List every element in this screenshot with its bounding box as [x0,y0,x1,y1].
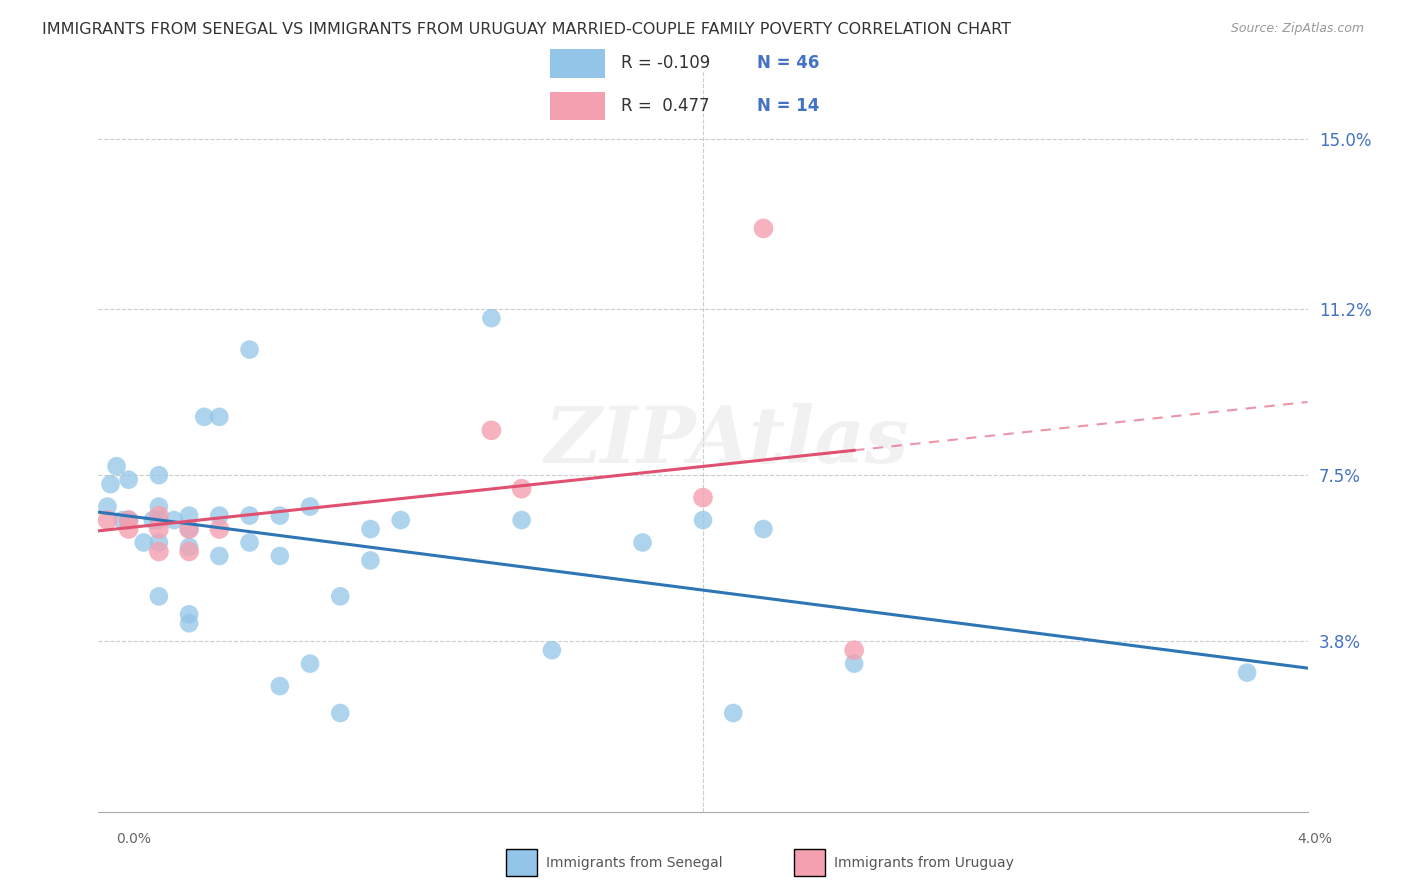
Point [111,513,134,527]
Point [179,522,201,536]
Text: N = 14: N = 14 [756,97,820,115]
Text: R =  0.477: R = 0.477 [621,97,710,115]
Text: IMMIGRANTS FROM SENEGAL VS IMMIGRANTS FROM URUGUAY MARRIED-COUPLE FAMILY POVERTY: IMMIGRANTS FROM SENEGAL VS IMMIGRANTS FR… [42,22,1011,37]
Point [510,482,533,496]
Point [239,508,262,523]
Point [142,513,165,527]
Point [96,500,118,514]
Point [118,522,141,536]
Point [692,491,714,505]
Point [329,706,352,720]
Point [1236,665,1258,680]
Point [179,522,201,536]
Text: Immigrants from Uruguay: Immigrants from Uruguay [834,855,1014,870]
Text: R = -0.109: R = -0.109 [621,54,710,72]
Point [132,535,155,549]
Point [105,459,128,474]
Point [179,540,201,554]
Point [752,522,775,536]
Point [148,535,170,549]
Point [148,513,170,527]
Point [299,500,322,514]
Text: 0.0%: 0.0% [117,832,150,846]
Point [179,508,201,523]
FancyBboxPatch shape [550,49,606,78]
Text: 4.0%: 4.0% [1298,832,1331,846]
Point [269,508,291,523]
Point [692,513,714,527]
Point [208,522,231,536]
Point [179,616,201,631]
Point [239,535,262,549]
Point [148,508,170,523]
Point [148,544,170,558]
Point [118,473,141,487]
Point [360,522,382,536]
Point [208,549,231,563]
Point [481,311,503,326]
Point [269,549,291,563]
Point [118,513,141,527]
Point [360,553,382,567]
Text: Source: ZipAtlas.com: Source: ZipAtlas.com [1230,22,1364,36]
Point [208,409,231,424]
Point [269,679,291,693]
Point [100,477,122,491]
Point [148,500,170,514]
Point [299,657,322,671]
Text: N = 46: N = 46 [756,54,820,72]
Point [163,513,186,527]
Point [193,409,215,424]
Point [239,343,262,357]
Point [179,544,201,558]
Point [752,221,775,235]
Point [389,513,412,527]
Point [148,590,170,604]
Point [481,423,503,437]
Point [844,643,866,657]
Text: Immigrants from Senegal: Immigrants from Senegal [546,855,723,870]
FancyBboxPatch shape [550,92,606,120]
Point [723,706,745,720]
Text: ZIPAtlas: ZIPAtlas [546,403,910,480]
Point [148,468,170,483]
Y-axis label: Married-Couple Family Poverty: Married-Couple Family Poverty [0,325,7,558]
Point [510,513,533,527]
Point [96,513,118,527]
Point [329,590,352,604]
Point [118,513,141,527]
Point [631,535,654,549]
Point [844,657,866,671]
Point [208,508,231,523]
Point [179,607,201,622]
Point [540,643,562,657]
Point [118,513,141,527]
Point [148,522,170,536]
